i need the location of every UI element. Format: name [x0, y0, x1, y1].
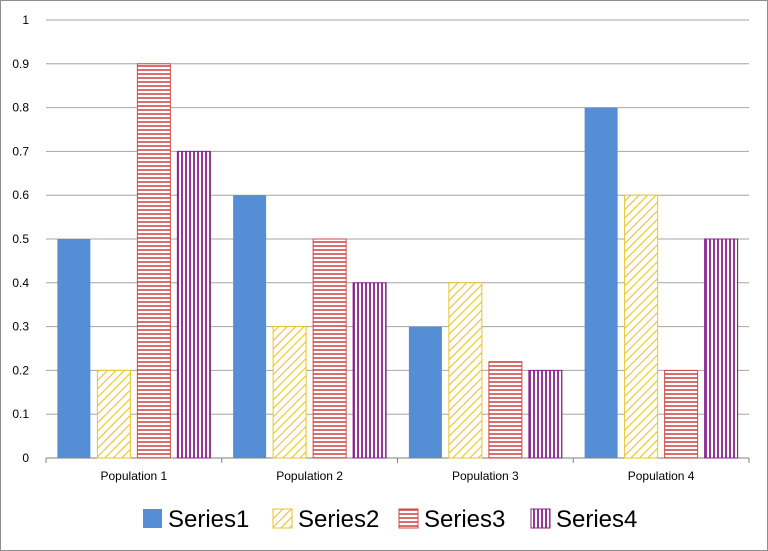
bar-series4-2: [352, 282, 387, 459]
legend-label-series4: Series4: [556, 506, 637, 533]
bar-series1-2: [233, 195, 267, 458]
legend: Series1 Series2 Series3 Series4: [143, 506, 637, 533]
bar-series3-3: [488, 361, 523, 459]
x-tick-label: Population 3: [452, 469, 519, 483]
x-tick-label: Population 4: [628, 469, 695, 483]
legend-label-series3: Series3: [424, 506, 505, 533]
x-tick-label: Population 2: [276, 469, 343, 483]
x-axis-tick-labels: Population 1 Population 2 Population 3 Popu…: [101, 469, 695, 483]
y-tick-label: 0.1: [12, 407, 29, 421]
legend-swatch-series1: [143, 509, 162, 528]
bar-series3-4: [664, 369, 699, 459]
legend-label-series1: Series1: [168, 506, 249, 533]
legend-swatch-series3: [398, 508, 419, 529]
y-tick-label: 0.4: [12, 276, 29, 290]
y-tick-label: 0.9: [12, 57, 29, 71]
y-tick-label: 1: [22, 13, 29, 27]
x-tick-label: Population 1: [101, 469, 168, 483]
bar-series3-1: [136, 63, 171, 459]
bars: [57, 63, 739, 459]
y-tick-label: 0.3: [12, 320, 29, 334]
y-tick-label: 0: [22, 451, 29, 465]
legend-swatch-series2: [272, 508, 293, 529]
bar-series2-4: [624, 194, 659, 459]
bar-series2-2: [272, 326, 307, 459]
y-tick-label: 0.6: [12, 188, 29, 202]
y-tick-label: 0.8: [12, 101, 29, 115]
bar-series4-1: [176, 150, 211, 459]
y-tick-label: 0.2: [12, 363, 29, 377]
bar-series1-1: [57, 239, 91, 458]
bar-series3-2: [312, 238, 347, 459]
legend-label-series2: Series2: [298, 506, 379, 533]
bar-series4-4: [704, 238, 739, 459]
bar-series1-4: [584, 107, 618, 458]
y-tick-label: 0.5: [12, 232, 29, 246]
y-tick-label: 0.7: [12, 144, 29, 158]
y-axis-tick-labels: 0 0.1 0.2 0.3 0.4 0.5 0.6 0.7 0.8 0.9 1: [12, 13, 29, 465]
bar-series2-1: [96, 369, 131, 459]
bar-series1-3: [408, 326, 442, 458]
bar-series4-3: [528, 369, 563, 459]
bar-series2-3: [448, 282, 483, 459]
legend-swatch-series4: [530, 508, 551, 529]
